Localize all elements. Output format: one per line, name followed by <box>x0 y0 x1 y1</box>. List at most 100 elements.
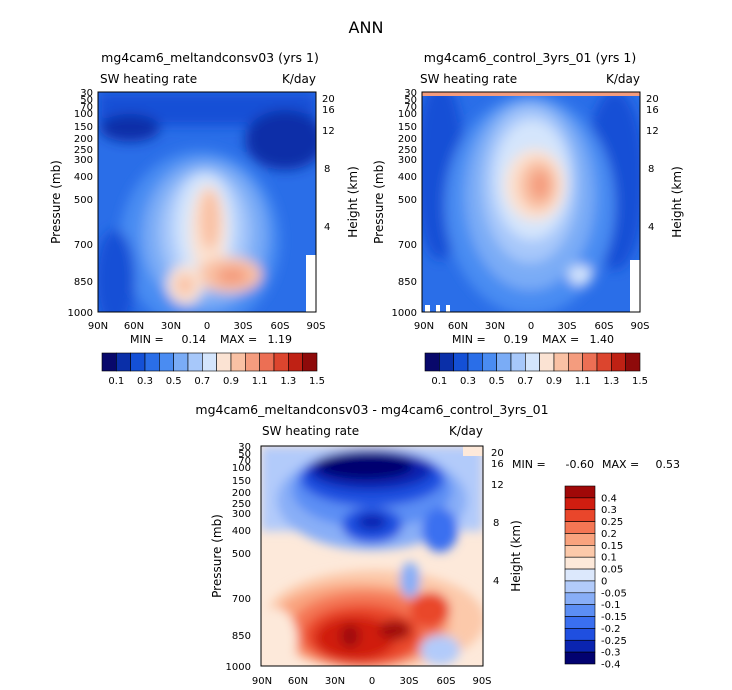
panel-3-plot-frame <box>260 445 484 667</box>
colorbar-label: 0.1 <box>431 376 447 387</box>
panel-2-ylabel: Pressure (mb) <box>372 160 386 244</box>
y-right-tick: 20 <box>491 448 504 459</box>
y-right-tick: 12 <box>646 126 659 137</box>
y-tick: 70 <box>80 102 93 113</box>
panel-1-max-label: MAX = <box>220 333 257 346</box>
colorbar-label: 0.3 <box>601 505 617 516</box>
colorbar-swatch <box>173 352 189 372</box>
panel-3-y-right-ticks: 20 16 12 8 4 <box>491 448 504 587</box>
y-tick: 200 <box>398 134 417 145</box>
colorbar-label: 0.3 <box>460 376 476 387</box>
panel-1-x-ticks: 90N 60N 30N 0 30S 60S 90S <box>88 321 326 332</box>
y-right-tick: 12 <box>322 126 335 137</box>
y-tick: 300 <box>398 155 417 166</box>
y-tick: 30 <box>238 442 251 453</box>
y-tick: 300 <box>232 509 251 520</box>
colorbar-swatch <box>564 592 596 605</box>
colorbar-label: 0.25 <box>601 517 623 528</box>
colorbar-swatch <box>564 628 596 641</box>
y-tick: 700 <box>398 240 417 251</box>
panel-2: mg4cam6_control_3yrs_01 (yrs 1) SW heati… <box>372 50 684 387</box>
panel-2-x-ticks: 90N 60N 30N 0 30S 60S 90S <box>414 321 650 332</box>
colorbar-swatch <box>564 639 596 653</box>
y-tick: 30 <box>404 88 417 99</box>
panel-3-min-label: MIN = <box>512 458 546 471</box>
panel-1-subtitle: SW heating rate <box>100 72 197 86</box>
panel-2-units: K/day <box>606 72 640 86</box>
colorbar-swatch <box>564 485 596 499</box>
y-tick: 250 <box>232 499 251 510</box>
panel-3-x-ticks: 90N 60N 30N 0 30S 60S 90S <box>252 676 492 687</box>
panel-2-contour-field <box>422 92 640 312</box>
colorbar-label: 0.5 <box>166 376 182 387</box>
x-tick: 0 <box>369 676 375 687</box>
x-tick: 30S <box>233 321 252 332</box>
colorbar-label: 0.9 <box>546 376 562 387</box>
colorbar-label: 0.15 <box>601 541 623 552</box>
colorbar-label: -0.05 <box>601 588 627 599</box>
colorbar-label: 1.5 <box>632 376 648 387</box>
colorbar-swatch <box>482 352 497 372</box>
colorbar-label: 0 <box>601 576 607 587</box>
panel-2-max-value: 1.40 <box>590 333 615 346</box>
colorbar-swatch <box>230 352 246 372</box>
colorbar-swatch <box>187 352 203 372</box>
y-tick: 400 <box>232 526 251 537</box>
panel-1-contour-field <box>98 92 316 312</box>
colorbar-swatch <box>568 352 583 372</box>
colorbar-swatch <box>564 497 596 511</box>
y-tick: 200 <box>232 488 251 499</box>
y-right-tick: 12 <box>491 480 504 491</box>
colorbar-swatch <box>625 352 641 372</box>
y-tick: 300 <box>74 155 93 166</box>
colorbar-swatch <box>564 580 596 594</box>
x-tick: 0 <box>528 321 534 332</box>
panel-3-subtitle: SW heating rate <box>262 424 359 438</box>
x-tick: 60S <box>270 321 289 332</box>
colorbar-label: 0.7 <box>517 376 533 387</box>
y-right-tick: 4 <box>493 576 499 587</box>
colorbar-swatch <box>611 352 626 372</box>
y-tick: 150 <box>74 122 93 133</box>
x-tick: 60S <box>594 321 613 332</box>
colorbar-swatch <box>582 352 598 372</box>
panel-2-min-value: 0.19 <box>504 333 529 346</box>
panel-1-plot-frame <box>97 91 317 313</box>
x-tick: 90N <box>414 321 434 332</box>
y-tick: 50 <box>80 95 93 106</box>
colorbar-swatch <box>467 352 483 372</box>
y-tick: 850 <box>232 631 251 642</box>
panel-1-y-ticks: 30 50 70 100 150 200 250 300 400 500 700… <box>68 88 93 319</box>
colorbar-swatch <box>564 545 596 558</box>
panel-2-y-ticks: 30 50 70 100 150 200 250 300 400 500 700… <box>392 88 417 319</box>
y-tick: 700 <box>74 240 93 251</box>
x-tick: 90S <box>630 321 649 332</box>
y-tick: 1000 <box>68 308 93 319</box>
x-tick: 30N <box>161 321 181 332</box>
y-tick: 50 <box>404 95 417 106</box>
y-tick: 150 <box>232 476 251 487</box>
colorbar-label: 1.1 <box>252 376 268 387</box>
y-tick: 200 <box>74 134 93 145</box>
panel-1-colorbar: 0.1 0.3 0.5 0.7 0.9 1.1 1.3 1.5 <box>101 352 325 387</box>
panel-3: mg4cam6_meltandconsv03 - mg4cam6_control… <box>195 402 680 687</box>
panel-1-min-value: 0.14 <box>182 333 207 346</box>
x-tick: 90S <box>472 676 491 687</box>
panel-3-title: mg4cam6_meltandconsv03 - mg4cam6_control… <box>195 402 548 417</box>
y-tick: 100 <box>232 463 251 474</box>
colorbar-label: 0.9 <box>223 376 239 387</box>
colorbar-swatch <box>101 352 117 372</box>
y-tick: 250 <box>74 145 93 156</box>
x-tick: 30N <box>325 676 345 687</box>
x-tick: 60N <box>124 321 144 332</box>
panel-1-max-value: 1.19 <box>268 333 293 346</box>
panel-1-ylabel-right: Height (km) <box>346 166 360 237</box>
panel-3-contour-field <box>261 446 483 666</box>
y-right-tick: 4 <box>648 222 654 233</box>
y-right-tick: 20 <box>322 94 335 105</box>
colorbar-swatch <box>216 352 232 372</box>
colorbar-swatch <box>116 352 131 372</box>
y-tick: 150 <box>398 122 417 133</box>
colorbar-swatch <box>596 352 612 372</box>
